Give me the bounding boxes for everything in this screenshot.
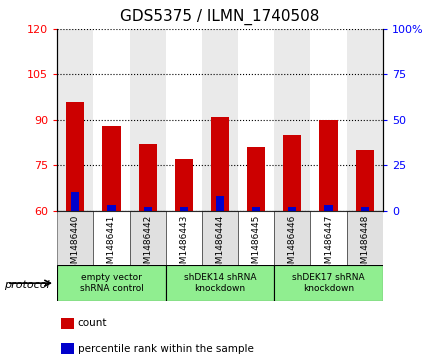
Bar — [57, 29, 93, 211]
Bar — [61, 318, 74, 329]
Bar — [356, 150, 374, 211]
Text: GSM1486443: GSM1486443 — [180, 215, 188, 275]
Bar — [202, 211, 238, 265]
Bar — [143, 207, 152, 211]
Bar — [274, 265, 383, 301]
Bar — [238, 29, 274, 211]
Bar — [166, 265, 274, 301]
Bar — [202, 29, 238, 211]
Text: count: count — [77, 318, 107, 329]
Bar — [180, 207, 188, 211]
Text: protocol: protocol — [4, 280, 50, 290]
Bar — [283, 135, 301, 211]
Text: GSM1486441: GSM1486441 — [107, 215, 116, 275]
Bar — [66, 102, 84, 211]
Text: GSM1486446: GSM1486446 — [288, 215, 297, 275]
Bar — [57, 265, 166, 301]
Bar — [139, 144, 157, 211]
Bar — [361, 207, 369, 211]
Bar — [129, 211, 166, 265]
Bar — [274, 211, 311, 265]
Text: GSM1486447: GSM1486447 — [324, 215, 333, 275]
Text: empty vector
shRNA control: empty vector shRNA control — [80, 273, 143, 293]
Text: GSM1486448: GSM1486448 — [360, 215, 369, 275]
Text: shDEK17 shRNA
knockdown: shDEK17 shRNA knockdown — [292, 273, 365, 293]
Text: GSM1486444: GSM1486444 — [216, 215, 224, 275]
Bar — [103, 126, 121, 211]
Bar — [311, 211, 347, 265]
Bar — [61, 343, 74, 354]
Bar — [216, 196, 224, 211]
Bar — [71, 192, 79, 211]
Bar — [324, 205, 333, 211]
Text: GSM1486442: GSM1486442 — [143, 215, 152, 275]
Bar — [274, 29, 311, 211]
Text: percentile rank within the sample: percentile rank within the sample — [77, 344, 253, 354]
Bar — [166, 211, 202, 265]
Bar — [166, 29, 202, 211]
Bar — [129, 29, 166, 211]
Bar — [211, 117, 229, 211]
Bar — [238, 211, 274, 265]
Bar — [311, 29, 347, 211]
Text: shDEK14 shRNA
knockdown: shDEK14 shRNA knockdown — [184, 273, 256, 293]
Text: GSM1486445: GSM1486445 — [252, 215, 260, 275]
Bar — [107, 205, 116, 211]
Bar — [175, 159, 193, 211]
Text: GSM1486440: GSM1486440 — [71, 215, 80, 275]
Text: GDS5375 / ILMN_1740508: GDS5375 / ILMN_1740508 — [120, 9, 320, 25]
Bar — [319, 120, 337, 211]
Bar — [252, 207, 260, 211]
Bar — [347, 29, 383, 211]
Bar — [288, 207, 297, 211]
Bar — [93, 211, 129, 265]
Bar — [347, 211, 383, 265]
Bar — [57, 211, 93, 265]
Bar — [93, 29, 129, 211]
Bar — [247, 147, 265, 211]
